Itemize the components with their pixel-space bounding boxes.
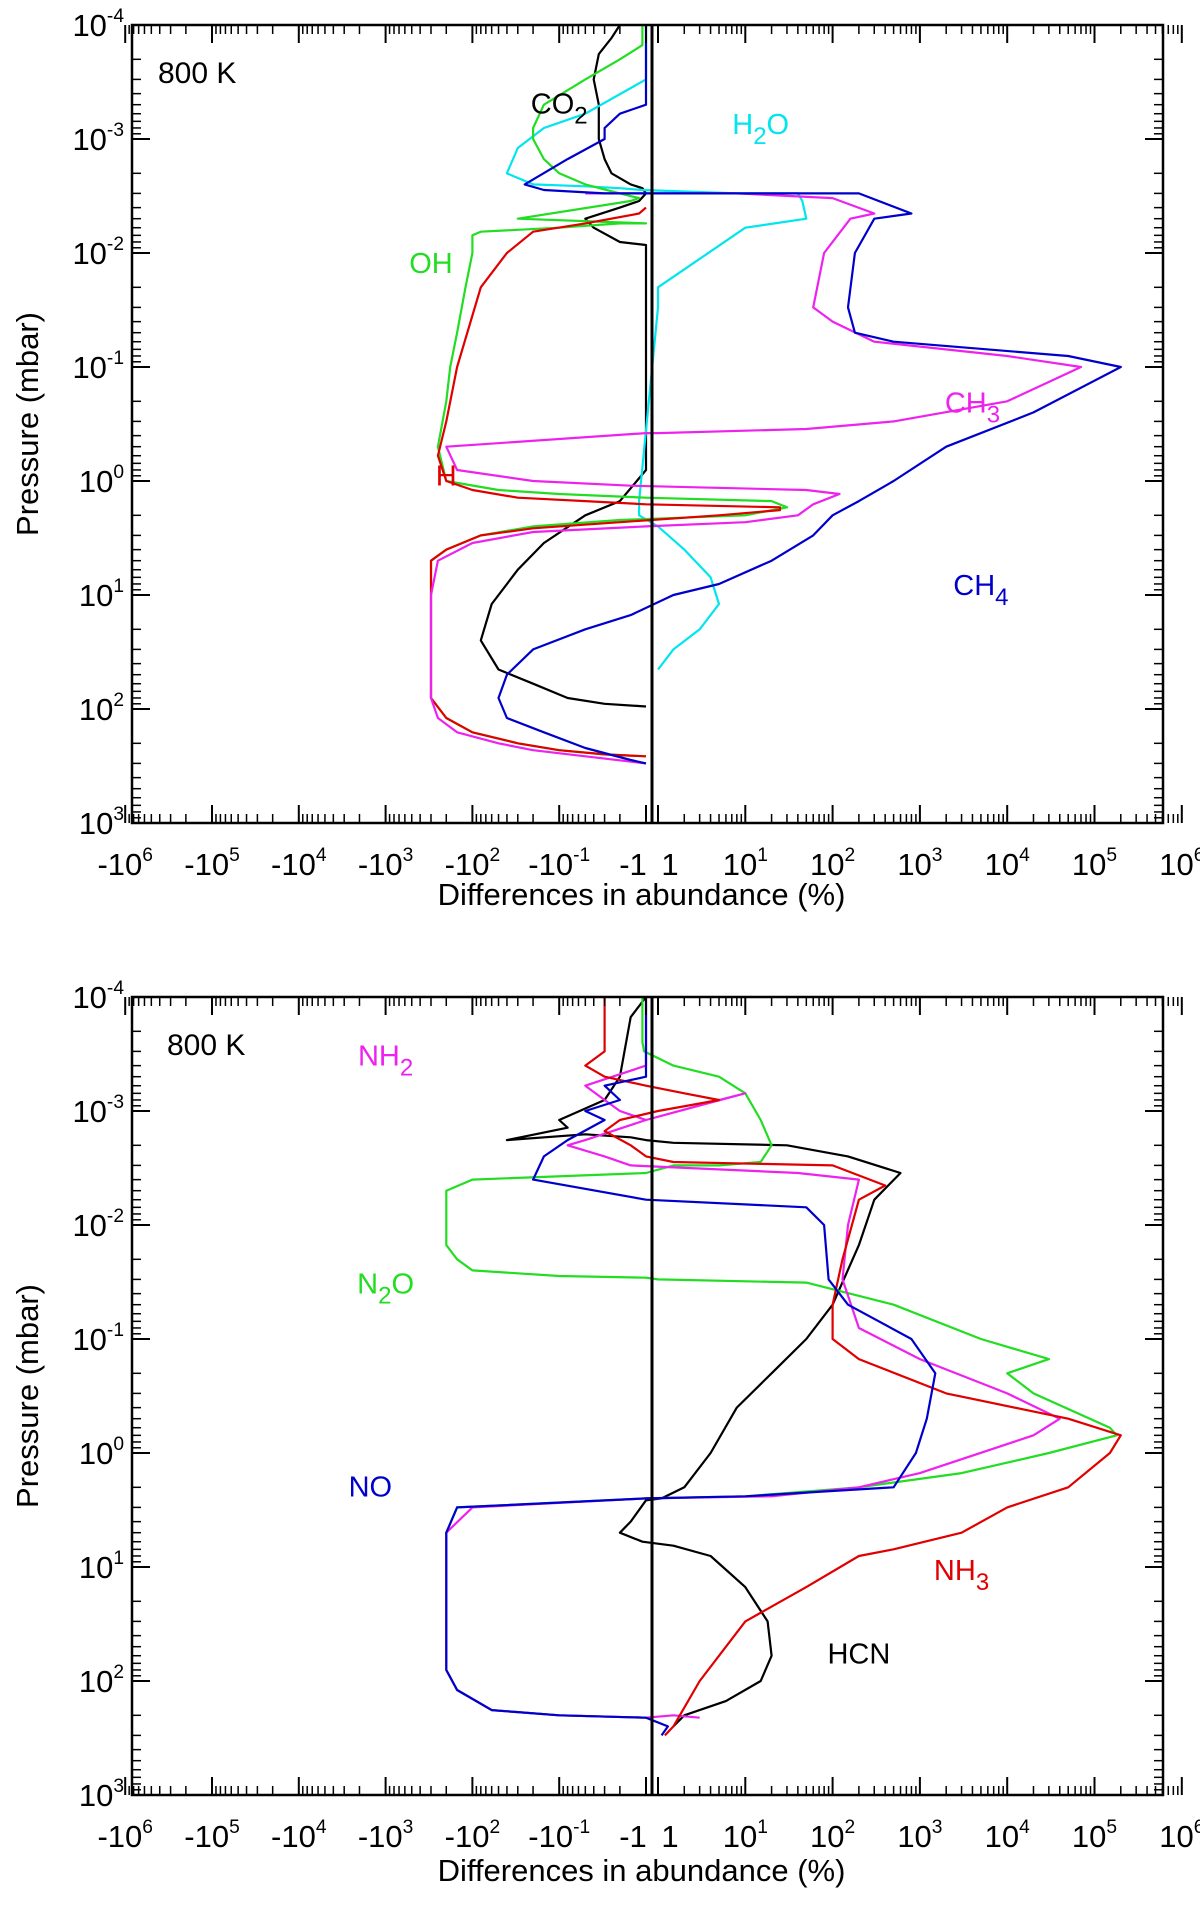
y-tick-label: 103 bbox=[79, 804, 124, 841]
x-axis-label: Differences in abundance (%) bbox=[438, 877, 846, 912]
series-line-ch3 bbox=[429, 192, 1083, 765]
y-tick-label: 10-4 bbox=[72, 6, 124, 43]
y-tick-label: 10-2 bbox=[72, 1206, 124, 1243]
series-layer bbox=[445, 996, 1122, 1737]
y-axis-label: Pressure (mbar) bbox=[10, 1284, 45, 1508]
series-label-co2: CO2 bbox=[531, 89, 588, 130]
x-tick-label: -105 bbox=[184, 845, 240, 882]
temperature-label: 800 K bbox=[167, 1029, 245, 1062]
chart-panel-bottom: -106 -105 -104 -103 -102 -10-1 -1 1 101 102 103 104… bbox=[10, 978, 1200, 1888]
plot-frame bbox=[130, 995, 1165, 1797]
x-tick-label: -1 bbox=[619, 847, 647, 882]
series-line-hcn bbox=[505, 996, 902, 1728]
x-tick-label: -106 bbox=[97, 1817, 153, 1854]
annotations: CO2 H2O OH H CH3 CH4 bbox=[409, 89, 1008, 611]
y-tick-label: 10-1 bbox=[72, 1320, 124, 1357]
series-layer bbox=[429, 24, 1122, 765]
x-tick-label: 101 bbox=[723, 845, 768, 882]
y-tick-labels: 10-4 10-3 10-2 10-1 100 101 102 103 bbox=[72, 978, 124, 1813]
x-tick-label: 101 bbox=[723, 1817, 768, 1854]
y-tick-label: 102 bbox=[79, 690, 124, 727]
x-tick-label: 102 bbox=[810, 1817, 855, 1854]
y-tick-label: 102 bbox=[79, 1662, 124, 1699]
x-tick-label: -105 bbox=[184, 1817, 240, 1854]
y-tick-labels: 10-4 10-3 10-2 10-1 100 101 102 103 bbox=[72, 6, 124, 841]
series-label-ch4: CH4 bbox=[953, 570, 1008, 611]
x-tick-label: 103 bbox=[897, 1817, 942, 1854]
series-line-ch4 bbox=[497, 25, 1122, 765]
y-tick-label: 10-2 bbox=[72, 234, 124, 271]
x-tick-labels: -106 -105 -104 -103 -102 -10-1 -1 1 101 102 103 104… bbox=[97, 1817, 1200, 1854]
series-label-h2o: H2O bbox=[732, 109, 789, 150]
series-line-h2o bbox=[505, 25, 808, 671]
x-tick-label: 105 bbox=[1072, 845, 1117, 882]
series-label-nh2: NH2 bbox=[358, 1041, 413, 1082]
x-tick-label: -1 bbox=[619, 1819, 647, 1854]
series-label-oh: OH bbox=[409, 248, 453, 280]
y-tick-label: 10-3 bbox=[72, 1092, 124, 1129]
x-axis-label: Differences in abundance (%) bbox=[438, 1853, 846, 1888]
series-line-co2 bbox=[479, 24, 648, 708]
annotations: HCN N2O NH2 NH3 NO bbox=[349, 1041, 990, 1671]
x-tick-label: -102 bbox=[445, 1817, 501, 1854]
tick-marks bbox=[124, 24, 1183, 824]
y-tick-label: 101 bbox=[79, 1548, 124, 1585]
y-axis-label: Pressure (mbar) bbox=[10, 312, 45, 536]
x-tick-label: -10-1 bbox=[528, 1817, 590, 1854]
x-tick-label: 1 bbox=[661, 1819, 678, 1854]
chart-panel-top: -106 -105 -104 -103 -102 -10-1 -1 1 101 102 103 104… bbox=[10, 6, 1200, 912]
y-tick-label: 10-3 bbox=[72, 120, 124, 157]
y-tick-label: 10-4 bbox=[72, 978, 124, 1015]
x-tick-label: 104 bbox=[985, 1817, 1030, 1854]
y-tick-label: 10-1 bbox=[72, 348, 124, 385]
y-tick-label: 100 bbox=[79, 462, 124, 499]
y-tick-label: 100 bbox=[79, 1434, 124, 1471]
x-tick-label: 103 bbox=[897, 845, 942, 882]
x-tick-label: -106 bbox=[97, 845, 153, 882]
x-tick-label: -103 bbox=[358, 1817, 414, 1854]
x-tick-label: 1 bbox=[661, 847, 678, 882]
x-tick-label: -103 bbox=[358, 845, 414, 882]
temperature-label: 800 K bbox=[158, 57, 236, 90]
x-tick-label: -104 bbox=[271, 1817, 327, 1854]
y-tick-label: 101 bbox=[79, 576, 124, 613]
x-tick-label: 104 bbox=[985, 845, 1030, 882]
x-tick-labels: -106 -105 -104 -103 -102 -10-1 -1 1 101 102 103 104… bbox=[97, 845, 1200, 882]
series-label-no: NO bbox=[349, 1471, 393, 1503]
series-line-nh3 bbox=[584, 997, 1122, 1737]
series-line-h bbox=[429, 206, 782, 758]
series-line-no bbox=[445, 997, 937, 1737]
x-tick-label: -102 bbox=[445, 845, 501, 882]
x-tick-label: 105 bbox=[1072, 1817, 1117, 1854]
series-label-nh3: NH3 bbox=[934, 1555, 989, 1596]
plot-frame bbox=[130, 23, 1165, 825]
series-label-h: H bbox=[436, 461, 457, 493]
x-tick-label: 102 bbox=[810, 845, 855, 882]
y-tick-label: 103 bbox=[79, 1776, 124, 1813]
series-label-n2o: N2O bbox=[357, 1269, 414, 1310]
tick-marks bbox=[124, 996, 1183, 1796]
x-tick-label: -104 bbox=[271, 845, 327, 882]
x-tick-label: -10-1 bbox=[528, 845, 590, 882]
x-tick-label: 106 bbox=[1159, 1817, 1200, 1854]
series-label-ch3: CH3 bbox=[945, 387, 1000, 428]
x-tick-label: 106 bbox=[1159, 845, 1200, 882]
series-label-hcn: HCN bbox=[827, 1638, 890, 1670]
